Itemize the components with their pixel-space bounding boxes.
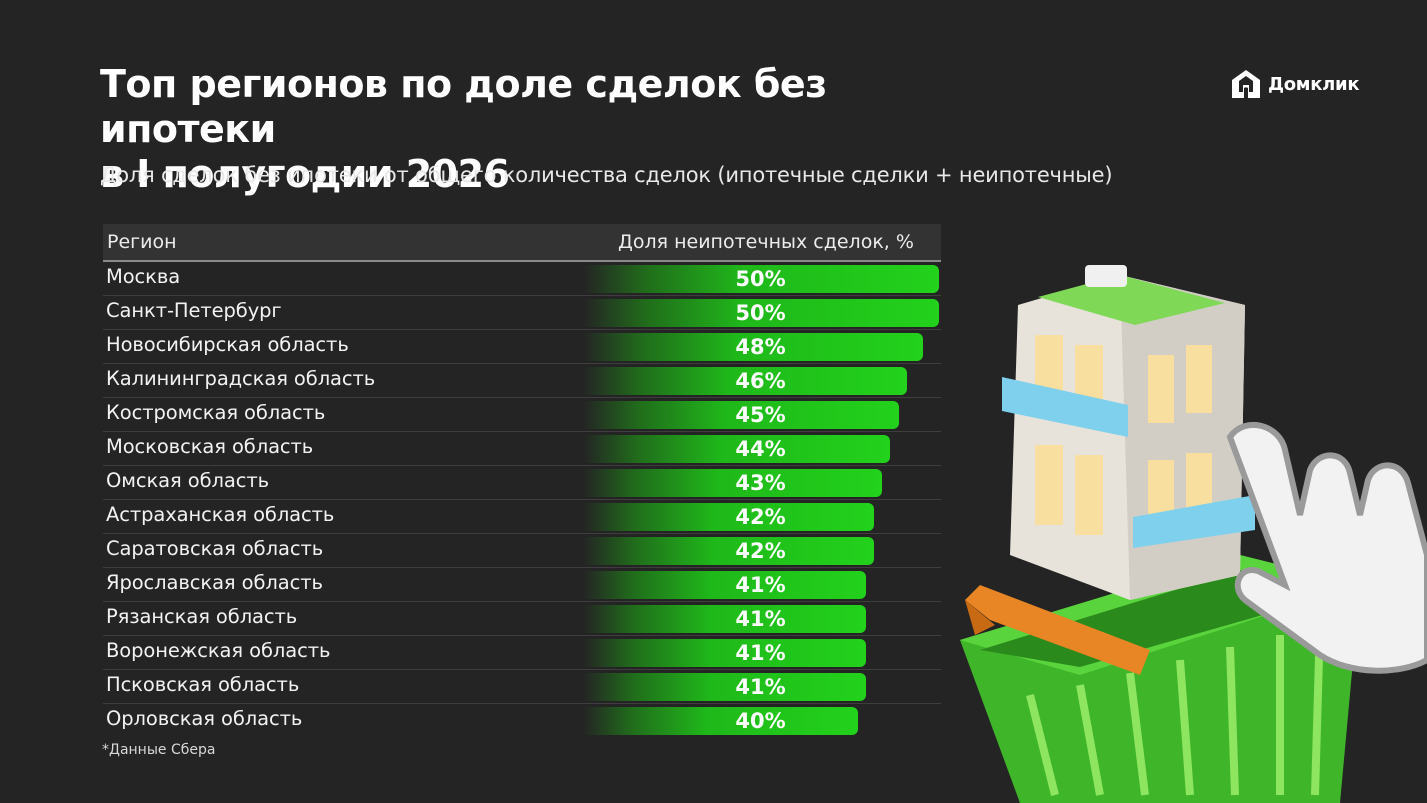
table-row: Рязанская область 41%	[103, 602, 941, 636]
region-label: Санкт-Петербург	[106, 299, 282, 322]
share-value-label: 46%	[735, 369, 786, 393]
share-value-label: 41%	[735, 641, 786, 665]
share-bar	[583, 469, 883, 497]
share-value-label: 42%	[735, 539, 786, 563]
table-row: Санкт-Петербург 50%	[103, 296, 941, 330]
share-bar	[583, 639, 867, 667]
share-bar	[583, 503, 875, 531]
footnote: *Данные Сбера	[102, 742, 216, 758]
region-label: Москва	[106, 265, 181, 288]
apartment-building-icon	[1002, 265, 1255, 600]
share-bar	[583, 401, 899, 429]
share-value-label: 40%	[735, 709, 786, 733]
table-row: Воронежская область 41%	[103, 636, 941, 670]
region-label: Костромская область	[106, 401, 326, 424]
domclick-logo: Домклик	[1230, 68, 1360, 100]
table-row: Костромская область 45%	[103, 398, 941, 432]
region-label: Ярославская область	[106, 571, 323, 594]
share-value-label: 41%	[735, 607, 786, 631]
table-row: Омская область 43%	[103, 466, 941, 500]
table-row: Саратовская область 42%	[103, 534, 941, 568]
share-value-label: 44%	[735, 437, 786, 461]
house-basket-illustration	[960, 265, 1427, 803]
share-bar	[583, 605, 867, 633]
region-label: Саратовская область	[106, 537, 324, 560]
column-header-region: Регион	[107, 231, 177, 253]
table-row: Орловская область 40%	[103, 704, 941, 738]
share-value-label: 50%	[735, 267, 786, 291]
share-value-label: 43%	[735, 471, 786, 495]
region-label: Орловская область	[106, 707, 303, 730]
region-label: Рязанская область	[106, 605, 298, 628]
share-value-label: 45%	[735, 403, 786, 427]
share-value-label: 42%	[735, 505, 786, 529]
region-label: Калининградская область	[106, 367, 376, 390]
page-title: Топ регионов по доле сделок без ипотеки …	[100, 62, 1000, 197]
table-row: Калининградская область 46%	[103, 364, 941, 398]
column-header-share: Доля неипотечных сделок, %	[618, 231, 914, 253]
title-line-1: Топ регионов по доле сделок без ипотеки	[100, 62, 827, 151]
share-bar	[583, 265, 939, 293]
domclick-house-icon	[1232, 70, 1260, 98]
share-bar	[583, 571, 867, 599]
share-bar	[583, 673, 867, 701]
share-bar	[583, 707, 858, 735]
region-label: Астраханская область	[106, 503, 335, 526]
table-row: Астраханская область 42%	[103, 500, 941, 534]
table-row: Новосибирская область 48%	[103, 330, 941, 364]
table-row: Псковская область 41%	[103, 670, 941, 704]
bar-chart: Москва 50% Санкт-Петербург 50% Новосибирская…	[103, 262, 941, 738]
share-value-label: 50%	[735, 301, 786, 325]
share-value-label: 41%	[735, 675, 786, 699]
page-subtitle: Доля сделок без ипотеки от общего количе…	[100, 163, 1113, 187]
region-label: Омская область	[106, 469, 269, 492]
region-label: Московская область	[106, 435, 314, 458]
region-label: Воронежская область	[106, 639, 331, 662]
table-row: Ярославская область 41%	[103, 568, 941, 602]
table-row: Московская область 44%	[103, 432, 941, 466]
region-label: Псковская область	[106, 673, 300, 696]
region-label: Новосибирская область	[106, 333, 349, 356]
share-bar	[583, 435, 891, 463]
pointer-hand-icon	[1226, 421, 1427, 674]
share-value-label: 41%	[735, 573, 786, 597]
share-bar	[583, 367, 907, 395]
share-bar	[583, 333, 923, 361]
title-line-2: в I полугодии 2026	[100, 152, 510, 196]
logo-text: Домклик	[1268, 73, 1360, 95]
table-header: Регион Доля неипотечных сделок, %	[103, 224, 941, 262]
share-bar	[583, 537, 875, 565]
share-bar	[583, 299, 939, 327]
table-row: Москва 50%	[103, 262, 941, 296]
share-value-label: 48%	[735, 335, 786, 359]
